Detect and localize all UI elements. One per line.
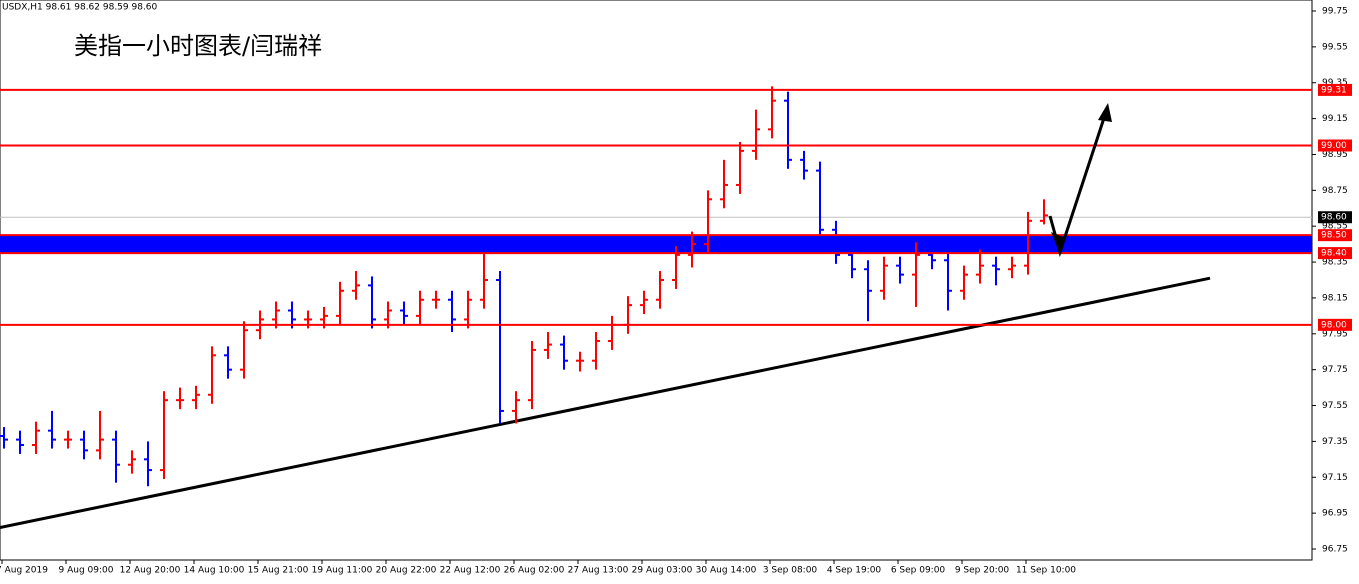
y-tick-label: 98.55 — [1322, 222, 1348, 232]
x-tick-label: 19 Aug 11:00 — [312, 566, 373, 576]
x-tick-label: 3 Sep 08:00 — [763, 566, 818, 576]
x-tick-label: 4 Sep 19:00 — [827, 566, 882, 576]
arrow-head — [1098, 103, 1112, 122]
y-tick-label: 97.15 — [1322, 473, 1348, 483]
x-tick-label: 7 Aug 2019 — [0, 566, 48, 576]
level-label: 98.00 — [1321, 320, 1347, 330]
x-tick-label: 9 Sep 20:00 — [955, 566, 1010, 576]
x-tick-label: 26 Aug 02:00 — [504, 566, 565, 576]
y-tick-label: 99.75 — [1322, 7, 1348, 17]
price-label-bg — [1318, 211, 1352, 224]
y-tick-label: 98.15 — [1322, 293, 1348, 303]
level-label-bg — [1318, 229, 1352, 242]
x-tick-label: 30 Aug 14:00 — [696, 566, 757, 576]
trendline — [0, 276, 1211, 529]
y-tick-label: 97.35 — [1322, 437, 1348, 447]
header: USDX,H1 98.61 98.62 98.59 98.60 — [2, 3, 158, 13]
x-tick-label: 12 Aug 20:00 — [120, 566, 181, 576]
level-label: 99.31 — [1321, 85, 1347, 95]
x-tick-label: 22 Aug 12:00 — [440, 566, 501, 576]
x-tick-label: 6 Sep 09:00 — [891, 566, 946, 576]
x-tick-label: 15 Aug 21:00 — [248, 566, 309, 576]
level-label: 98.50 — [1321, 231, 1347, 241]
level-label-bg — [1318, 83, 1352, 96]
x-tick-label: 9 Aug 09:00 — [59, 566, 114, 576]
x-tick-label: 20 Aug 22:00 — [376, 566, 437, 576]
y-tick-label: 99.55 — [1322, 42, 1348, 52]
level-label-bg — [1318, 139, 1352, 152]
x-tick-label: 27 Aug 13:00 — [568, 566, 629, 576]
y-tick-label: 97.75 — [1322, 365, 1348, 375]
y-tick-label: 99.35 — [1322, 78, 1348, 88]
x-tick-label: 11 Sep 10:00 — [1016, 566, 1076, 576]
x-tick-label: 29 Aug 03:00 — [632, 566, 693, 576]
plot-area — [0, 0, 1313, 561]
level-label-bg — [1318, 247, 1352, 260]
y-tick-label: 96.75 — [1322, 545, 1348, 555]
y-tick-label: 96.95 — [1322, 509, 1348, 519]
level-label-bg — [1318, 318, 1352, 331]
y-tick-label: 98.75 — [1322, 186, 1348, 196]
y-tick-label: 97.95 — [1322, 329, 1348, 339]
level-label: 99.00 — [1321, 141, 1347, 151]
arrow-head — [1051, 232, 1065, 254]
zone — [0, 235, 1312, 254]
x-tick-label: 14 Aug 10:00 — [184, 566, 245, 576]
y-tick-label: 98.95 — [1322, 150, 1348, 160]
price-label: 98.60 — [1321, 213, 1347, 223]
y-tick-label: 99.15 — [1322, 114, 1348, 124]
y-tick-label: 97.55 — [1322, 401, 1348, 411]
y-tick-label: 98.35 — [1322, 258, 1348, 268]
level-label: 98.40 — [1321, 249, 1347, 259]
chart-title: 美指一小时图表/闫瑞祥 — [74, 32, 322, 60]
